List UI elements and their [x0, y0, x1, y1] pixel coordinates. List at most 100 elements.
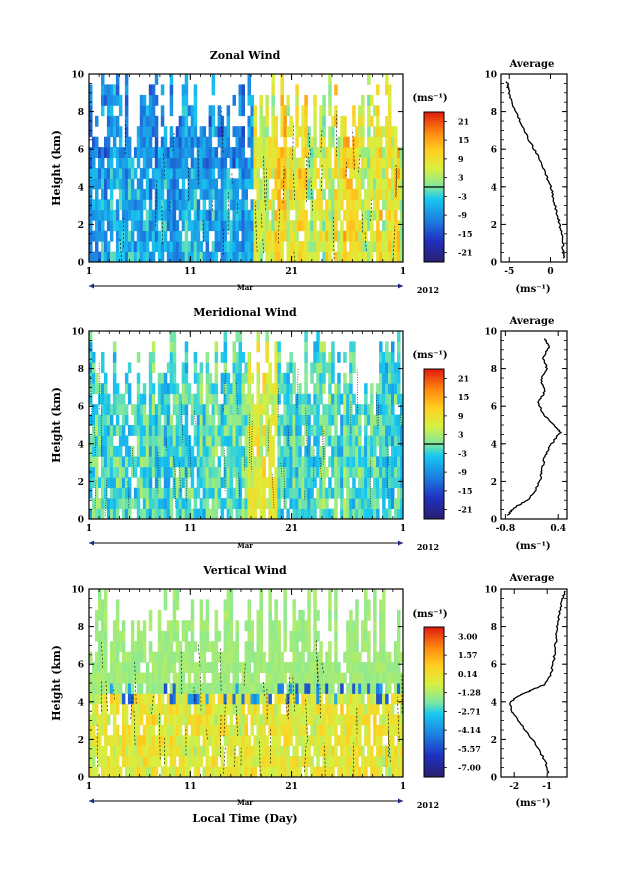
heatmap-cell	[89, 251, 93, 263]
heatmap-cell	[205, 599, 210, 611]
heatmap-cell	[280, 230, 284, 242]
heatmap-cell	[232, 735, 236, 747]
heatmap-cell	[373, 498, 377, 509]
heatmap-cell	[247, 766, 251, 778]
heatmap-cell	[160, 445, 165, 457]
heatmap-cell	[98, 168, 102, 179]
heatmap-cell	[385, 693, 389, 705]
heatmap-cell	[379, 188, 383, 200]
heatmap-cell	[259, 178, 263, 190]
heatmap-cell	[316, 362, 320, 374]
contour-line	[265, 168, 268, 210]
heatmap-cell	[328, 651, 332, 663]
heatmap-cell	[193, 84, 198, 96]
heatmap-cell	[286, 735, 290, 747]
heatmap-cell	[124, 672, 129, 684]
heatmap-cell	[292, 147, 296, 158]
heatmap-cell	[226, 115, 231, 127]
heatmap-cell	[229, 651, 234, 663]
heatmap-cell	[304, 425, 308, 436]
heatmap-cell	[319, 508, 323, 520]
heatmap-cell	[163, 209, 168, 221]
heatmap-cell	[373, 147, 377, 158]
heatmap-cell	[157, 456, 162, 468]
heatmap-cell	[292, 230, 296, 242]
heatmap-cell	[229, 609, 234, 621]
heatmap-cell	[172, 230, 177, 242]
heatmap-cell	[139, 230, 144, 242]
heatmap-cell	[337, 136, 341, 148]
heatmap-cell	[295, 662, 299, 673]
heatmap-cell	[271, 714, 275, 726]
x-tick-label: 1	[400, 267, 406, 277]
heatmap-cell	[101, 251, 105, 263]
heatmap-cell	[95, 241, 99, 252]
heatmap-cell	[397, 251, 401, 263]
heatmap-cell	[280, 756, 284, 767]
heatmap-cell	[346, 157, 350, 169]
heatmap-cell	[382, 672, 386, 684]
heatmap-cell	[220, 136, 225, 148]
heatmap-cell	[115, 651, 120, 663]
heatmap-cell	[163, 178, 168, 190]
contour-line	[313, 447, 315, 481]
heatmap-cell	[136, 477, 141, 489]
heatmap-cell	[124, 105, 129, 117]
heatmap-cell	[343, 693, 347, 705]
heatmap-cell	[130, 641, 135, 653]
heatmap-cell	[301, 157, 305, 169]
heatmap-cell	[196, 414, 201, 426]
heatmap-cell	[262, 456, 266, 468]
heatmap-cell	[289, 126, 293, 138]
heatmap-cell	[121, 508, 126, 520]
heatmap-cell	[250, 115, 254, 127]
heatmap-cell	[319, 351, 323, 363]
heatmap-cell	[388, 651, 392, 663]
heatmap-cell	[130, 651, 135, 663]
heatmap-cell	[163, 393, 168, 405]
heatmap-cell	[178, 136, 183, 148]
heatmap-cell	[175, 414, 180, 426]
heatmap-cell	[229, 404, 234, 415]
contour-line	[293, 171, 295, 201]
heatmap-cell	[271, 724, 275, 736]
heatmap-cell	[142, 641, 147, 653]
heatmap-cell	[145, 126, 150, 138]
heatmap-cell	[220, 766, 225, 778]
heatmap-cell	[184, 425, 189, 436]
heatmap-cell	[148, 230, 153, 242]
heatmap-cell	[92, 136, 96, 148]
heatmap-cell	[310, 230, 314, 242]
heatmap-cell	[373, 209, 377, 221]
heatmap-cell	[322, 341, 326, 353]
profile-x-tick-label: 0.4	[550, 524, 566, 534]
heatmap-cell	[256, 445, 260, 457]
heatmap-cell	[388, 393, 392, 405]
heatmap-cell	[244, 188, 248, 200]
heatmap-cell	[385, 466, 389, 478]
heatmap-cell	[226, 498, 231, 509]
heatmap-cell	[313, 745, 317, 757]
heatmap-cell	[92, 251, 96, 263]
heatmap-cell	[109, 126, 114, 138]
heatmap-cell	[349, 383, 353, 395]
heatmap-cell	[391, 756, 395, 767]
heatmap-cell	[289, 168, 293, 179]
heatmap-cell	[247, 94, 251, 106]
heatmap-cell	[109, 220, 114, 232]
heatmap-cell	[379, 609, 383, 621]
heatmap-cell	[175, 487, 180, 499]
heatmap-cell	[334, 672, 338, 684]
heatmap-cell	[373, 735, 377, 747]
heatmap-cell	[277, 683, 281, 694]
heatmap-cell	[169, 651, 174, 663]
heatmap-cell	[101, 435, 105, 447]
heatmap-cell	[298, 714, 302, 726]
heatmap-cell	[136, 766, 141, 778]
heatmap-cell	[169, 630, 174, 642]
heatmap-cell	[334, 115, 338, 127]
heatmap-cell	[220, 251, 225, 263]
heatmap-cell	[364, 609, 368, 621]
heatmap-cell	[217, 703, 222, 715]
heatmap-cell	[121, 477, 126, 489]
